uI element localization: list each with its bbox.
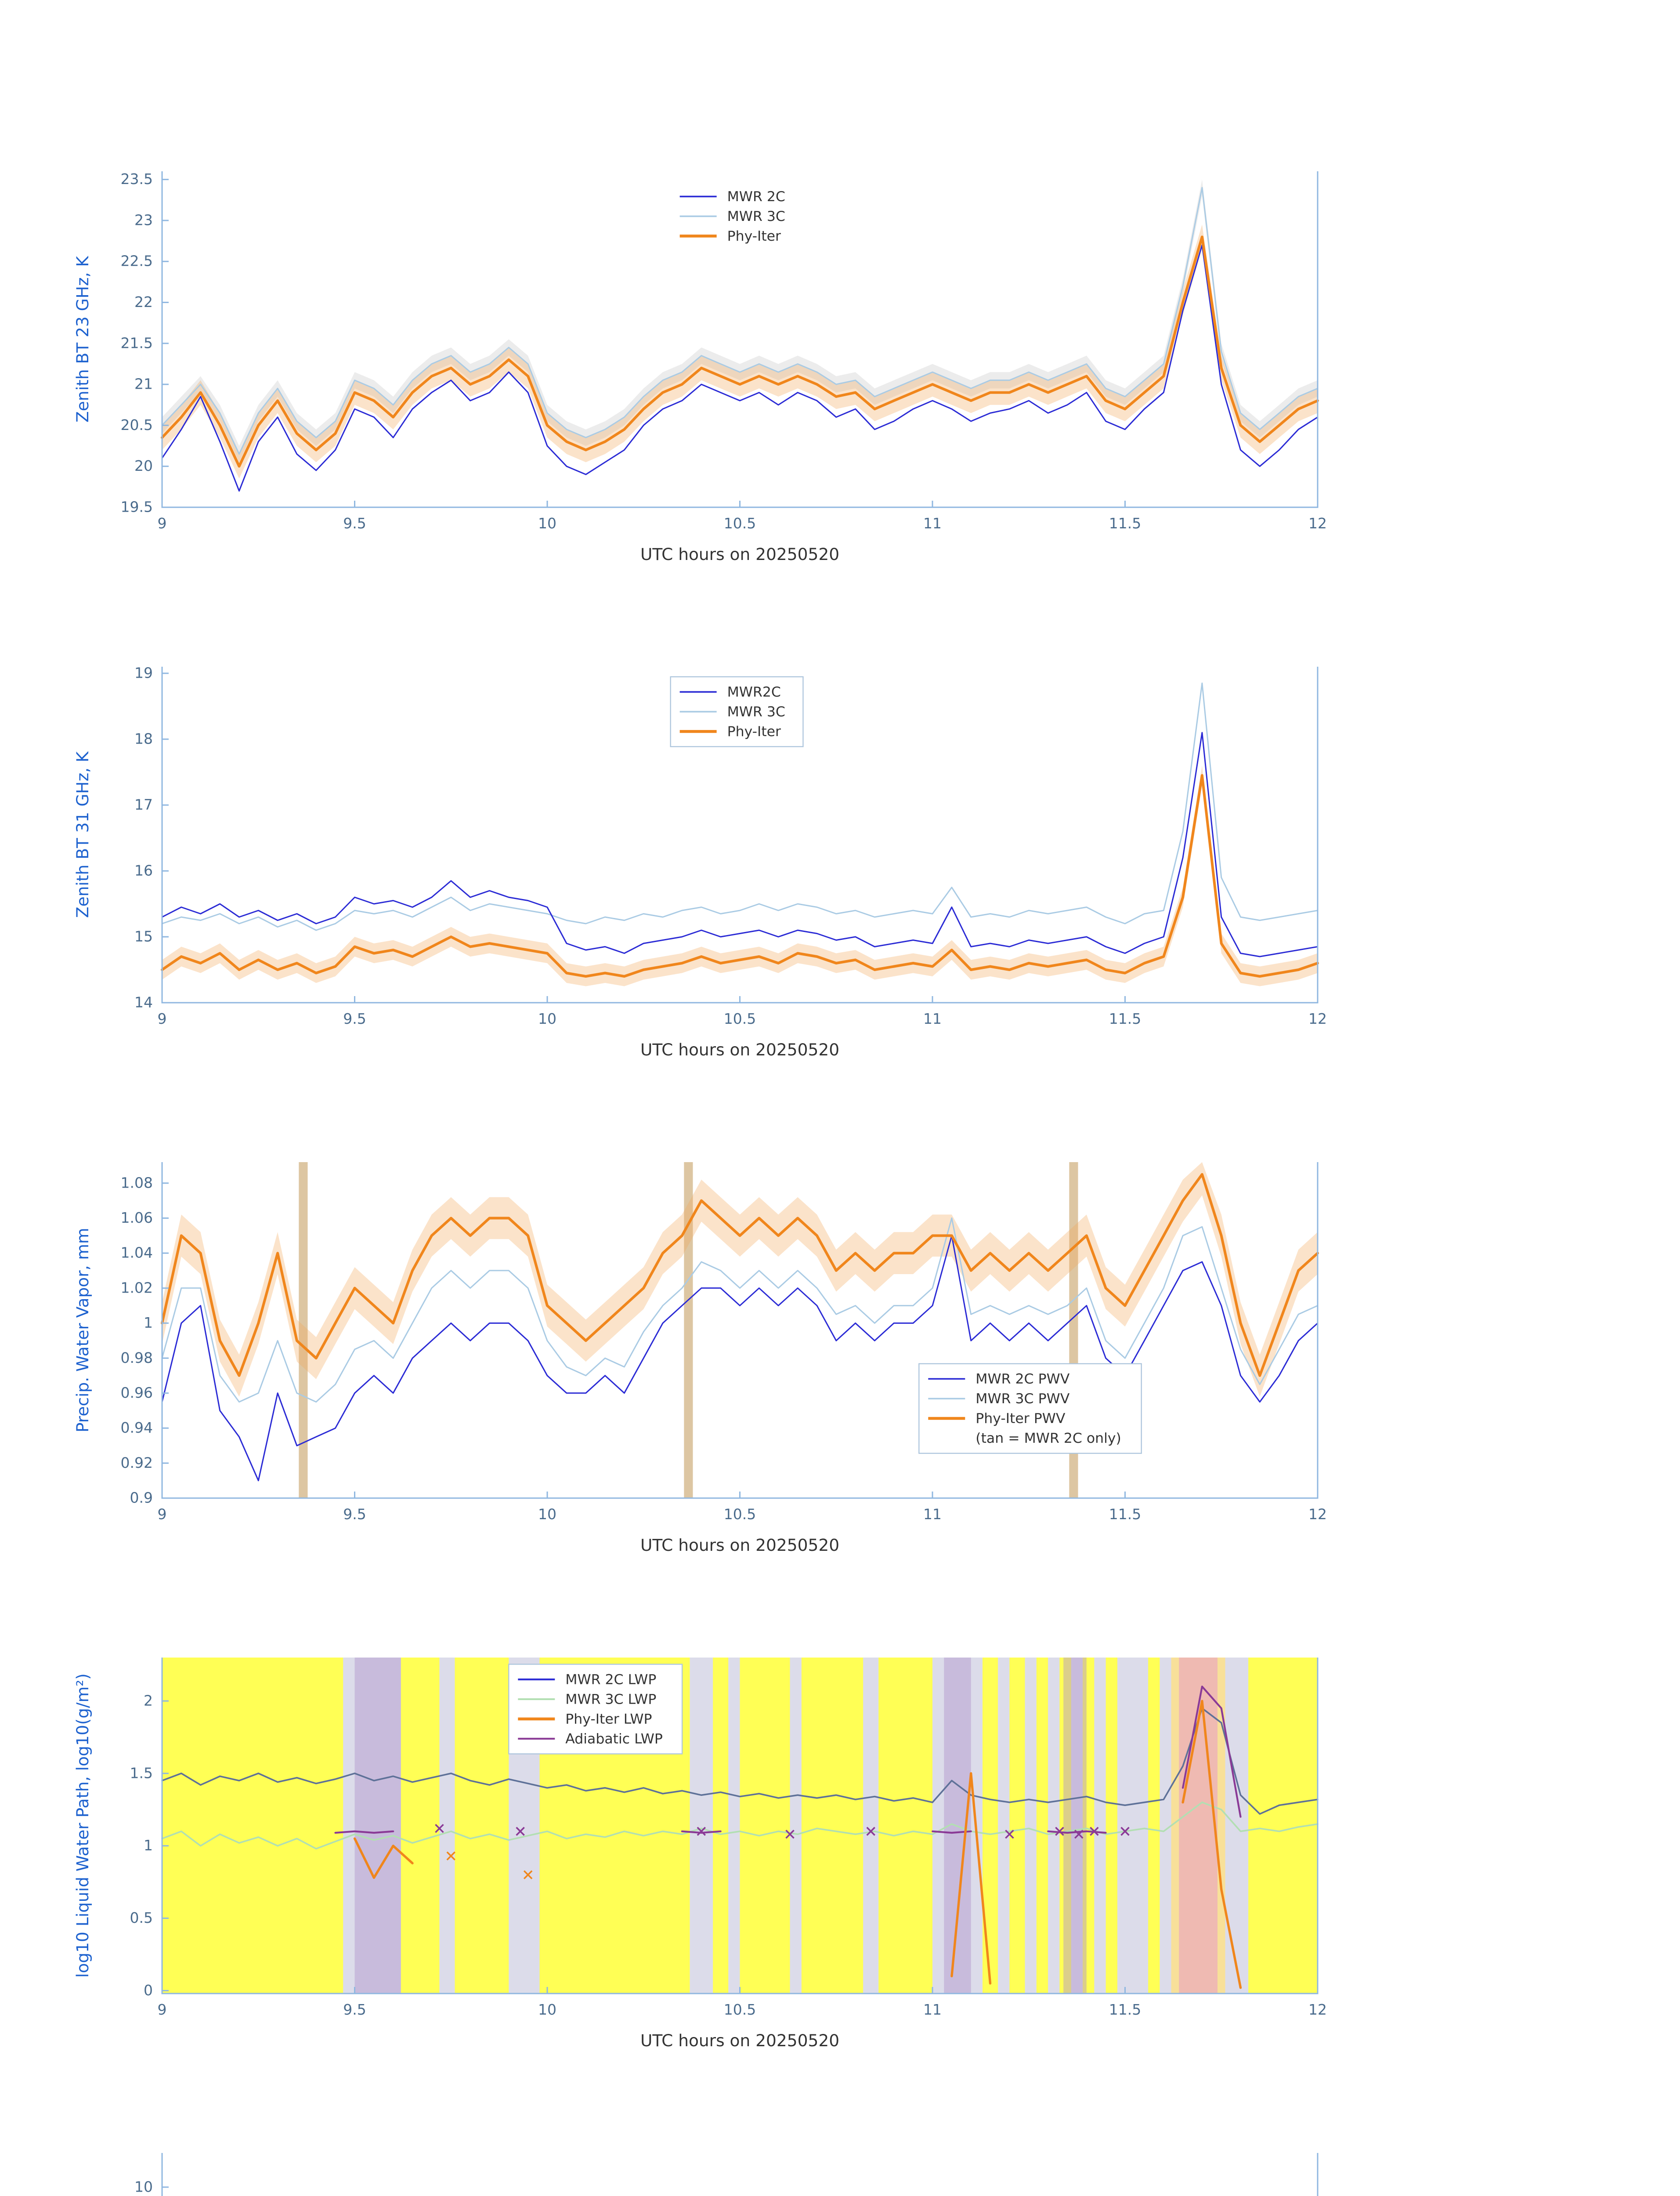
svg-text:MWR 2C PWV: MWR 2C PWV: [975, 1371, 1069, 1387]
svg-text:19.5: 19.5: [121, 498, 153, 516]
svg-text:11.5: 11.5: [1109, 515, 1141, 532]
svg-text:12: 12: [1308, 2001, 1327, 2018]
svg-text:0.96: 0.96: [121, 1384, 153, 1401]
svg-text:Phy-Iter: Phy-Iter: [727, 228, 781, 244]
svg-text:Adiabatic LWP: Adiabatic LWP: [565, 1731, 663, 1747]
svg-text:15: 15: [134, 928, 153, 945]
svg-text:1.5: 1.5: [130, 1764, 153, 1781]
svg-text:11.5: 11.5: [1109, 1010, 1141, 1027]
svg-text:10: 10: [134, 2178, 153, 2195]
svg-text:0.5: 0.5: [130, 1909, 153, 1926]
chart-zenith-bt-31ghz: 9 9.5 10 10.5 11 11.5 12 14 15 16 17 18 19 Zenith BT …: [73, 665, 1327, 1060]
svg-text:Phy-Iter PWV: Phy-Iter PWV: [975, 1411, 1066, 1427]
svg-text:Precip. Water Vapor, mm: Precip. Water Vapor, mm: [73, 1228, 92, 1433]
svg-text:16: 16: [134, 862, 153, 879]
svg-text:1.02: 1.02: [121, 1279, 153, 1296]
svg-text:0.94: 0.94: [121, 1419, 153, 1436]
svg-text:Zenith BT 23 GHz, K: Zenith BT 23 GHz, K: [73, 256, 92, 423]
svg-text:23.5: 23.5: [121, 170, 153, 188]
svg-text:MWR 3C: MWR 3C: [727, 704, 785, 720]
svg-text:0.92: 0.92: [121, 1454, 153, 1471]
svg-text:Phy-Iter LWP: Phy-Iter LWP: [565, 1711, 652, 1727]
svg-text:9.5: 9.5: [343, 1010, 366, 1027]
svg-text:UTC hours on 20250520: UTC hours on 20250520: [640, 1535, 839, 1555]
svg-text:14: 14: [134, 994, 153, 1011]
svg-text:12: 12: [1308, 515, 1327, 532]
svg-text:17: 17: [134, 796, 153, 813]
svg-text:1.06: 1.06: [121, 1209, 153, 1226]
svg-text:11.5: 11.5: [1109, 2001, 1141, 2018]
svg-text:MWR 3C: MWR 3C: [727, 209, 785, 224]
svg-text:21: 21: [134, 376, 153, 393]
svg-text:log10 Liquid Water Path, log10: log10 Liquid Water Path, log10(g/m²): [73, 1673, 92, 1978]
svg-text:MWR 2C LWP: MWR 2C LWP: [565, 1672, 656, 1687]
svg-text:UTC hours on 20250520: UTC hours on 20250520: [640, 545, 839, 564]
svg-text:9: 9: [158, 2001, 167, 2018]
svg-text:0.98: 0.98: [121, 1349, 153, 1366]
svg-text:21.5: 21.5: [121, 334, 153, 351]
svg-text:10.5: 10.5: [724, 1506, 756, 1523]
svg-text:20: 20: [134, 457, 153, 474]
svg-text:9: 9: [158, 1506, 167, 1523]
svg-text:1: 1: [144, 1837, 153, 1854]
svg-text:11: 11: [923, 1010, 942, 1027]
svg-text:UTC hours on 20250520: UTC hours on 20250520: [640, 2031, 839, 2050]
svg-text:MWR 2C: MWR 2C: [727, 189, 785, 205]
svg-text:Phy-Iter: Phy-Iter: [727, 724, 781, 740]
svg-text:1.04: 1.04: [121, 1244, 153, 1261]
svg-text:2: 2: [144, 1692, 153, 1709]
svg-text:MWR 3C LWP: MWR 3C LWP: [565, 1691, 656, 1707]
svg-text:1: 1: [144, 1314, 153, 1331]
svg-text:11.5: 11.5: [1109, 1506, 1141, 1523]
svg-text:0: 0: [144, 1982, 153, 1999]
svg-text:9: 9: [158, 515, 167, 532]
svg-text:22: 22: [134, 293, 153, 311]
svg-text:MWR2C: MWR2C: [727, 684, 781, 700]
chart-zenith-bt-23ghz: 9 9.5 10 10.5 11 11.5 12 19.5 20 20.5 21 21.5 22 22.5…: [73, 170, 1327, 564]
svg-text:MWR 3C PWV: MWR 3C PWV: [975, 1391, 1069, 1407]
svg-text:0.9: 0.9: [130, 1489, 153, 1506]
svg-text:10: 10: [538, 2001, 556, 2018]
chart-precip-water-vapor: 9 9.5 10 10.5 11 11.5 12 0.9 0.92 0.94 0.96 0.98 1 1.…: [73, 1162, 1327, 1555]
svg-text:9: 9: [158, 1010, 167, 1027]
svg-text:18: 18: [134, 730, 153, 748]
svg-text:12: 12: [1308, 1506, 1327, 1523]
svg-text:9.5: 9.5: [343, 2001, 366, 2018]
svg-text:10: 10: [538, 1506, 556, 1523]
svg-text:10: 10: [538, 515, 556, 532]
panel-zenith-bt-31ghz: 9 9.5 10 10.5 11 11.5 12 14 15 16 17 18 19 Zenith BT …: [0, 654, 1680, 1149]
svg-text:11: 11: [923, 515, 942, 532]
panel-precip-water-vapor: 9 9.5 10 10.5 11 11.5 12 0.9 0.92 0.94 0.96 0.98 1 1.…: [0, 1149, 1680, 1644]
svg-text:9.5: 9.5: [343, 515, 366, 532]
svg-text:23: 23: [134, 211, 153, 228]
svg-text:20.5: 20.5: [121, 416, 153, 433]
svg-text:10.5: 10.5: [724, 2001, 756, 2018]
svg-text:11: 11: [923, 1506, 942, 1523]
svg-text:12: 12: [1308, 1010, 1327, 1027]
panel-liquid-water-path: 9 9.5 10 10.5 11 11.5 12 0 0.5 1 1.5 2 log10 Liquid …: [0, 1644, 1680, 2140]
svg-text:10.5: 10.5: [724, 515, 756, 532]
svg-text:1.08: 1.08: [121, 1174, 153, 1191]
svg-text:10.5: 10.5: [724, 1010, 756, 1027]
svg-text:11: 11: [923, 2001, 942, 2018]
svg-text:Zenith BT 31 GHz, K: Zenith BT 31 GHz, K: [73, 751, 92, 918]
panel-zenith-bt-23ghz: 9 9.5 10 10.5 11 11.5 12 19.5 20 20.5 21 21.5 22 22.5…: [0, 158, 1680, 654]
svg-text:(tan = MWR 2C only): (tan = MWR 2C only): [975, 1430, 1121, 1446]
svg-text:UTC hours on 20250520: UTC hours on 20250520: [640, 1040, 839, 1059]
svg-text:10: 10: [538, 1010, 556, 1027]
svg-text:22.5: 22.5: [121, 253, 153, 270]
svg-text:9.5: 9.5: [343, 1506, 366, 1523]
svg-text:19: 19: [134, 665, 153, 682]
